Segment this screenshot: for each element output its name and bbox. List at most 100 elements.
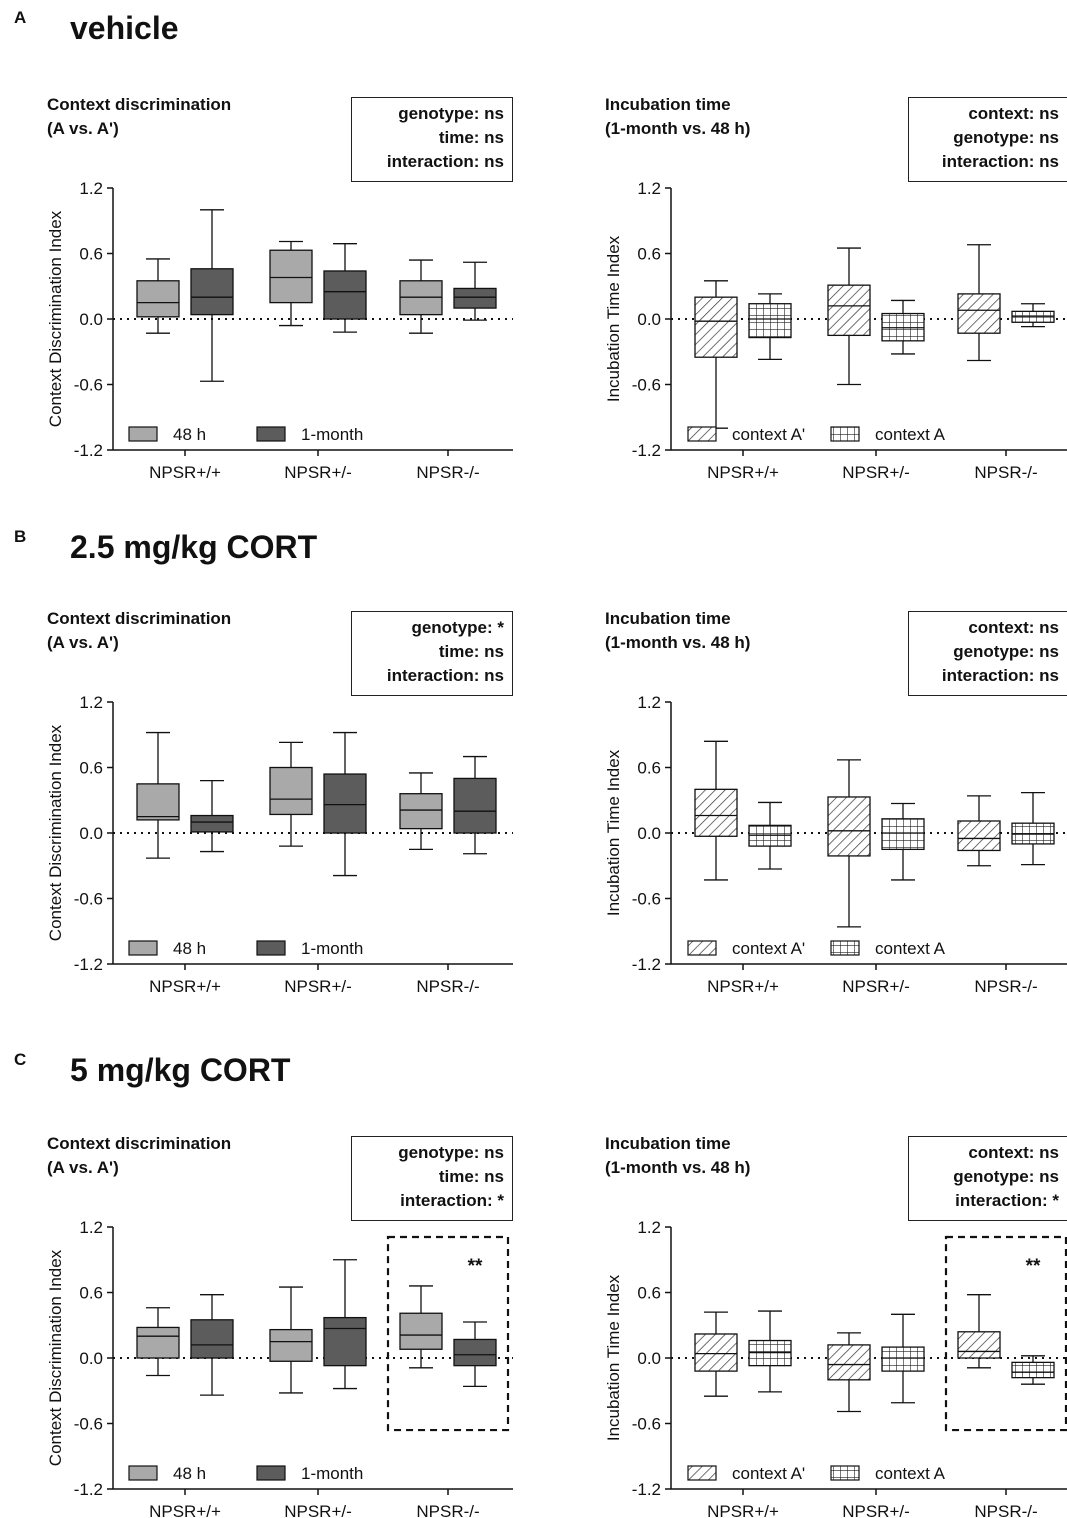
y-axis-label: Context Discrimination Index (46, 724, 65, 941)
y-tick-label: -1.2 (74, 1480, 103, 1499)
stats-box: genotype: ns time: ns interaction: * (351, 1136, 513, 1221)
box-iqr (827, 796, 871, 857)
x-tick-label: NPSR+/- (284, 1502, 352, 1518)
box-hatch (694, 740, 738, 881)
box-dark (190, 209, 234, 382)
legend-label: 1-month (301, 425, 363, 444)
box-dark (453, 261, 497, 321)
legend-swatch (256, 426, 286, 442)
box-iqr (136, 280, 180, 318)
box-iqr (453, 1338, 497, 1367)
box-dark (190, 1294, 234, 1396)
box-grid (881, 1313, 925, 1404)
x-tick-label: NPSR+/- (842, 463, 910, 482)
x-tick-label: NPSR+/+ (707, 463, 779, 482)
chart-title: Context discrimination (A vs. A') (47, 93, 231, 141)
x-tick-label: NPSR-/- (416, 1502, 479, 1518)
box-iqr (269, 766, 313, 816)
y-tick-label: 1.2 (637, 1218, 661, 1237)
chart-title-line: (A vs. A') (47, 1158, 119, 1177)
significance-annotation: ** (1026, 1256, 1041, 1277)
box-iqr (694, 296, 738, 358)
legend-label: context A' (732, 1464, 805, 1483)
chart-title-line: Incubation time (605, 1134, 731, 1153)
legend-label: 1-month (301, 939, 363, 958)
box-iqr (881, 818, 925, 851)
box-iqr (399, 793, 443, 830)
highlight-box (386, 1235, 510, 1432)
box-iqr (136, 1326, 180, 1359)
legend-swatch (687, 940, 717, 956)
x-tick-label: NPSR+/- (842, 1502, 910, 1518)
y-axis-label: Incubation Time Index (604, 1274, 623, 1441)
legend-swatch (256, 1465, 286, 1481)
chart-title-line: Incubation time (605, 95, 731, 114)
legend-swatch (128, 1465, 158, 1481)
chart-title: Context discrimination (A vs. A') (47, 1132, 231, 1180)
chart-title-line: Context discrimination (47, 95, 232, 114)
x-tick-label: NPSR-/- (416, 977, 479, 996)
box-iqr (957, 820, 1001, 852)
y-tick-label: -1.2 (632, 1480, 661, 1499)
y-axis-label: Incubation Time Index (604, 235, 623, 402)
stats-line: interaction: ns (386, 666, 504, 685)
y-tick-label: -1.2 (632, 955, 661, 974)
legend-swatch (687, 1465, 717, 1481)
chart-title: Context discrimination (A vs. A') (47, 607, 231, 655)
x-tick-label: NPSR+/+ (707, 977, 779, 996)
box-dark (323, 243, 367, 333)
x-tick-label: NPSR+/- (842, 977, 910, 996)
stats-line: time: ns (438, 642, 504, 661)
box-grid (881, 299, 925, 355)
stats-line: context: ns (968, 618, 1059, 637)
box-iqr (190, 268, 234, 316)
chart-title-line: (A vs. A') (47, 633, 119, 652)
y-tick-label: 0.0 (79, 310, 103, 329)
y-axis-label: Context Discrimination Index (46, 1249, 65, 1466)
box-iqr (881, 1346, 925, 1372)
box-grid (1011, 303, 1055, 328)
box-light (136, 731, 180, 859)
stats-box: context: ns genotype: ns interaction: ns (908, 97, 1067, 182)
chart-title-line: Context discrimination (47, 609, 232, 628)
box-iqr (957, 293, 1001, 334)
panel-letter-c: C (14, 1050, 27, 1069)
legend-label: context A (875, 939, 946, 958)
box-iqr (323, 1316, 367, 1367)
legend-swatch (128, 426, 158, 442)
legend-label: context A' (732, 425, 805, 444)
box-iqr (269, 1328, 313, 1362)
legend-label: 48 h (173, 1464, 206, 1483)
box-iqr (323, 270, 367, 320)
box-hatch (827, 759, 871, 928)
y-tick-label: 1.2 (637, 693, 661, 712)
y-tick-label: 0.0 (79, 824, 103, 843)
y-tick-label: 0.0 (637, 824, 661, 843)
y-tick-label: -1.2 (74, 955, 103, 974)
box-hatch (957, 795, 1001, 867)
box-light (269, 1286, 313, 1394)
box-dark (323, 731, 367, 877)
x-tick-label: NPSR+/+ (149, 977, 221, 996)
box-dark (190, 779, 234, 853)
stats-line: genotype: ns (398, 104, 504, 123)
x-tick-label: NPSR+/- (284, 463, 352, 482)
stats-line: time: ns (438, 1167, 504, 1186)
y-tick-label: 0.0 (637, 1349, 661, 1368)
box-hatch (827, 247, 871, 386)
stats-line: time: ns (438, 128, 504, 147)
legend-label: 48 h (173, 425, 206, 444)
stats-box: context: ns genotype: ns interaction: * (908, 1136, 1067, 1221)
chart-title-line: Context discrimination (47, 1134, 232, 1153)
y-tick-label: 1.2 (637, 179, 661, 198)
highlight-box (944, 1235, 1067, 1432)
stats-line: interaction: ns (941, 666, 1059, 685)
box-hatch (957, 244, 1001, 362)
chart-title: Incubation time (1-month vs. 48 h) (605, 1132, 750, 1180)
y-tick-label: -0.6 (74, 1415, 103, 1434)
stats-line: interaction: ns (386, 152, 504, 171)
y-tick-label: -0.6 (632, 890, 661, 909)
legend-swatch (256, 940, 286, 956)
